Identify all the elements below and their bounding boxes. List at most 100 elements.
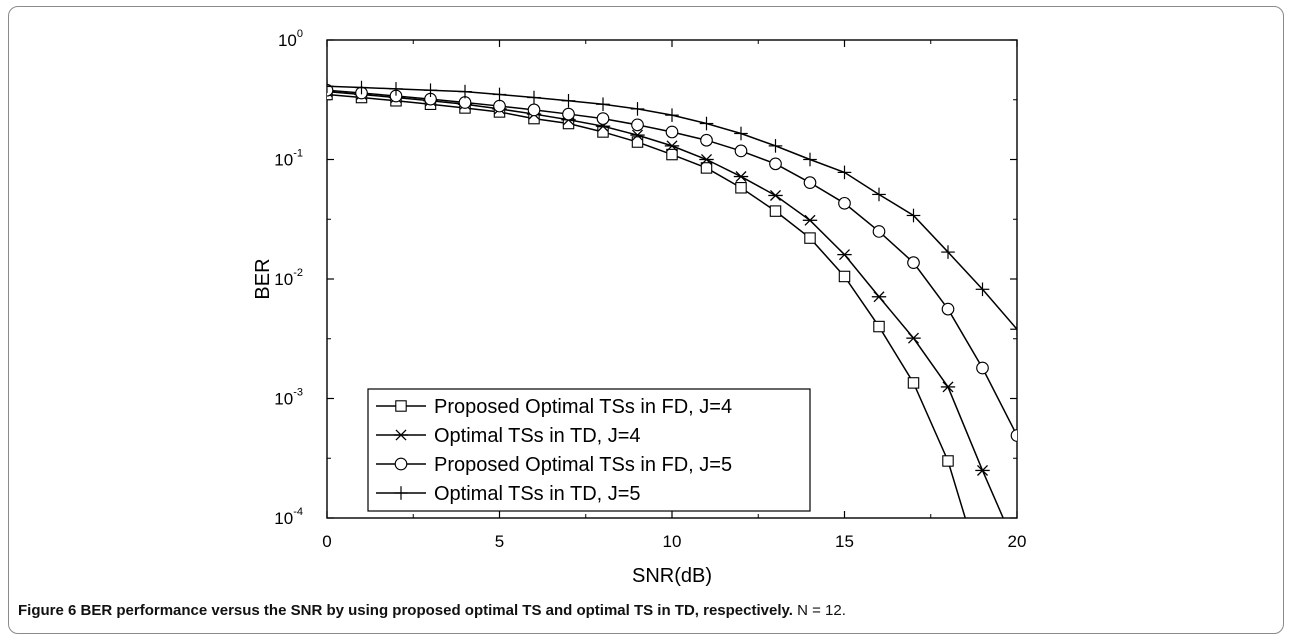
data-point [872,225,886,238]
data-point [596,112,610,125]
data-point [393,429,409,441]
data-point [769,157,782,171]
x-tick-label: 10 [663,532,682,551]
data-point [940,381,956,393]
y-tick-base: 10 [274,509,293,528]
legend-item: Optimal TSs in TD, J=5 [376,483,641,505]
y-tick-exponent: -2 [293,267,303,279]
data-point [527,90,541,105]
series-plus [327,79,1017,337]
data-point [733,171,749,183]
series-line [327,85,1017,330]
legend-label: Proposed Optimal TSs in FD, J=5 [434,454,732,476]
data-point [354,80,369,95]
data-point [527,103,541,117]
figure-caption: Figure 6 BER performance versus the SNR … [18,602,846,619]
data-point [699,116,714,131]
data-point [666,148,678,161]
data-point [423,83,438,98]
data-point [975,282,990,297]
data-point [941,245,955,259]
data-point [327,79,334,94]
data-point [458,84,472,99]
y-tick-base: 10 [278,31,297,50]
data-point [768,189,783,201]
y-tick-label: 10-1 [274,148,303,170]
caption-label: Figure 6 [18,602,77,619]
data-point [735,182,747,194]
data-point [394,457,408,471]
data-point [630,102,645,116]
data-point [665,108,679,122]
legend-item: Optimal TSs in TD, J=4 [376,425,641,447]
data-point [664,140,680,152]
y-tick-exponent: 0 [297,28,303,40]
data-point [837,165,852,180]
caption-title: BER performance versus the SNR by using … [80,602,793,619]
data-point [802,214,818,226]
y-tick-base: 10 [274,270,293,289]
y-tick-exponent: -1 [293,148,303,160]
data-point [1010,429,1017,442]
series-line [327,93,966,518]
data-point [838,270,851,283]
y-tick-base: 10 [274,390,293,409]
legend-item: Proposed Optimal TSs in FD, J=5 [376,454,732,476]
data-point [630,129,645,141]
data-point [942,455,954,467]
data-point [803,176,817,190]
data-point [631,136,644,148]
y-tick-exponent: -3 [293,387,303,399]
data-point [873,320,885,333]
data-point [837,249,852,261]
legend-label: Optimal TSs in TD, J=5 [434,483,641,505]
data-point [561,93,576,108]
y-tick-label: 10-4 [274,506,303,528]
caption-note: N = 12. [797,602,846,619]
data-point [492,87,507,102]
data-point [699,154,714,165]
series-layer [327,79,1017,518]
data-point [665,125,679,139]
legend-item: Proposed Optimal TSs in FD, J=4 [376,396,732,418]
data-point [389,82,403,96]
data-point [872,187,886,202]
y-tick-label: 10-3 [274,387,303,409]
x-axis-label: SNR(dB) [632,565,712,587]
data-point [838,196,851,210]
data-point [734,144,748,158]
data-point [1010,322,1017,337]
y-tick-label: 100 [278,28,303,50]
legend: Proposed Optimal TSs in FD, J=4 Optimal T… [367,388,811,512]
y-tick-label: 10-2 [274,267,303,289]
data-point [906,208,921,223]
data-point [871,291,887,303]
x-tick-label: 0 [322,532,331,551]
data-point [597,126,609,138]
data-point [907,256,920,270]
data-point [395,400,407,412]
data-point [734,126,748,141]
data-point [768,139,783,153]
data-point [458,96,472,109]
data-point [700,133,713,147]
data-point [804,232,816,244]
x-tick-label: 5 [495,532,504,551]
data-point [769,205,782,217]
data-point [906,332,921,344]
data-point [700,162,713,174]
x-tick-label: 15 [835,532,854,551]
data-point [631,118,644,132]
data-point [596,97,610,112]
legend-box [367,388,811,512]
x-tick-label: 20 [1008,532,1027,551]
data-point [562,107,575,121]
data-point [394,486,408,500]
data-point [941,302,955,316]
y-tick-exponent: -4 [293,506,303,518]
series-circle [327,83,1017,442]
y-axis-label: BER [252,258,274,299]
data-point [907,377,920,389]
